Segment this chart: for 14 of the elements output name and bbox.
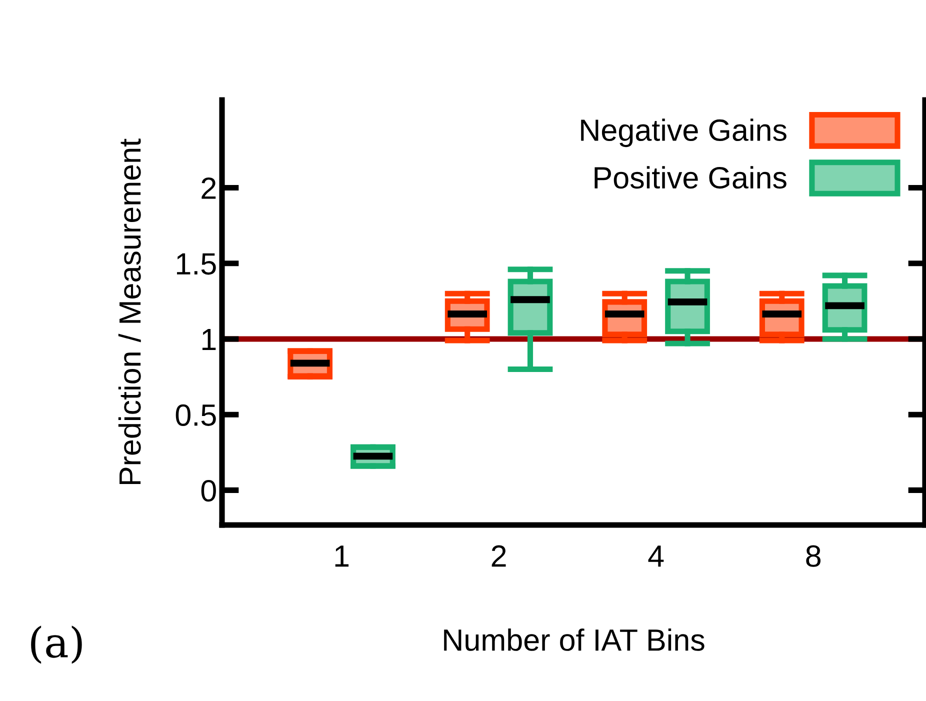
- x-tick-label: 8: [806, 545, 821, 567]
- legend-label: Positive Gains: [594, 166, 786, 189]
- x-tick-label: 4: [648, 546, 664, 567]
- x-tick-label: 1: [335, 546, 349, 567]
- y-tick-label: 0.5: [176, 404, 216, 426]
- x-tick-label: 2: [492, 545, 506, 567]
- text: (a): [31, 626, 82, 664]
- x-axis-title: Number of IAT Bins: [444, 628, 704, 651]
- y-tick-label: 2: [202, 177, 216, 199]
- y-axis-title: Prediction / Measurement: [118, 138, 141, 484]
- legend-label: Negative Gains: [581, 118, 786, 148]
- y-tick-label: 1.5: [176, 253, 216, 275]
- y-tick-label: 0: [201, 480, 216, 502]
- y-tick-label: 1: [202, 329, 216, 350]
